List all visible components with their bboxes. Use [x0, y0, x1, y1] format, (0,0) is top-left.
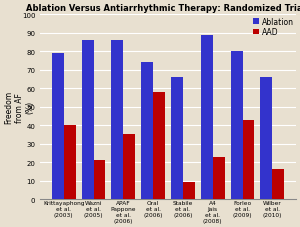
Bar [64, 126, 76, 199]
Bar [153, 93, 165, 199]
Bar [52, 54, 64, 199]
Bar [94, 160, 106, 199]
Bar [260, 78, 272, 199]
Bar [201, 35, 213, 199]
Bar [171, 78, 183, 199]
Bar [141, 63, 153, 199]
Bar [231, 52, 242, 199]
Bar [242, 120, 254, 199]
Bar [123, 135, 135, 199]
Bar [272, 170, 284, 199]
Legend: Ablation, AAD: Ablation, AAD [252, 17, 294, 38]
Bar [111, 41, 123, 199]
Title: Ablation Versus Antiarrhythmic Therapy: Randomized Trials: Ablation Versus Antiarrhythmic Therapy: … [26, 4, 300, 13]
Bar [213, 157, 225, 199]
Bar [183, 183, 195, 199]
Y-axis label: Freedom
from AF
(%): Freedom from AF (%) [4, 91, 34, 124]
Bar [82, 41, 94, 199]
